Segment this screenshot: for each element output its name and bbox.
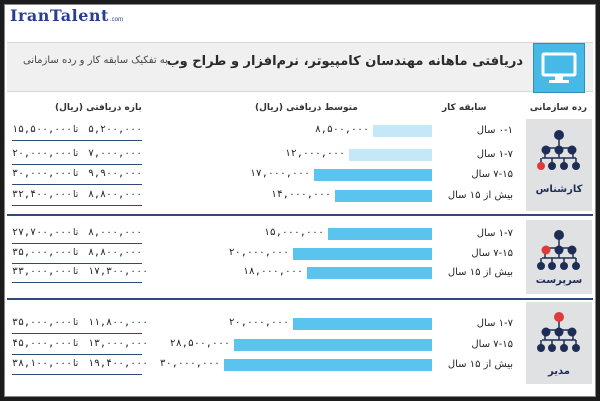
average-value-label: ۸,۵۰۰,۰۰۰ [314,124,369,135]
range-max-value: ۲۷,۷۰۰,۰۰۰ [12,227,73,238]
row-rule [12,140,142,141]
range-min-value: ۱۱,۸۰۰,۰۰۰ [88,317,149,328]
title-bar: دریافتی ماهانه مهندسان کامپیوتر، نرم‌افز… [7,42,593,93]
irantalent-logo: IranTalent .com [10,6,123,25]
org-chart-icon [537,230,580,270]
org-icon-wrap [536,128,582,178]
level-label: سرپرست [535,275,583,286]
row-rule [12,164,142,165]
org-icon-wrap [536,228,582,278]
range-min-value: ۸,۰۰۰,۰۰۰ [88,227,143,238]
experience-label: ۷-۱۵ سال [471,339,513,350]
column-header-range: بازه دریافتی (ریال) [55,103,142,113]
average-value-label: ۳۰,۰۰۰,۰۰۰ [159,358,220,369]
range-to-label: تا [73,318,79,328]
average-value-label: ۲۰,۰۰۰,۰۰۰ [228,247,289,258]
experience-label: ۰-۱ سال [476,125,513,136]
range-to-label: تا [73,169,79,179]
range-max-value: ۳۵,۰۰۰,۰۰۰ [12,247,73,258]
experience-label: ۷-۱۵ سال [471,169,513,180]
range-to-label: تا [73,248,79,258]
average-bar [314,169,432,181]
row-rule [12,374,142,375]
average-bar [335,190,432,202]
range-max-value: ۱۵,۵۰۰,۰۰۰ [12,124,73,135]
level-label: کارشناس [535,184,583,195]
range-to-label: تا [73,190,79,200]
average-value-label: ۱۸,۰۰۰,۰۰۰ [242,266,303,277]
org-icon-wrap [536,310,582,360]
average-value-label: ۱۴,۰۰۰,۰۰۰ [270,189,331,200]
range-min-value: ۱۷,۳۰۰,۰۰۰ [88,266,149,277]
range-max-value: ۳۵,۰۰۰,۰۰۰ [12,317,73,328]
range-min-value: ۸,۸۰۰,۰۰۰ [88,189,143,200]
average-value-label: ۱۷,۰۰۰,۰۰۰ [249,168,310,179]
row-rule [12,282,142,283]
org-chart-icon [537,130,580,170]
level-label: مدیر [548,366,570,377]
experience-label: بیش از ۱۵ سال [447,359,513,370]
row-rule [12,205,142,206]
logo-text: IranTalent [10,6,109,25]
average-value-label: ۱۵,۰۰۰,۰۰۰ [263,227,324,238]
experience-label: ۷-۱۵ سال [471,248,513,259]
range-min-value: ۹,۹۰۰,۰۰۰ [88,168,143,179]
experience-label: بیش از ۱۵ سال [447,190,513,201]
range-to-label: تا [73,359,79,369]
range-max-value: ۳۸,۱۰۰,۰۰۰ [12,358,73,369]
range-min-value: ۷,۰۰۰,۰۰۰ [88,148,143,159]
range-to-label: تا [73,228,79,238]
range-min-value: ۵,۲۰۰,۰۰۰ [88,124,143,135]
row-rule [12,263,142,264]
range-max-value: ۲۰,۰۰۰,۰۰۰ [12,148,73,159]
range-to-label: تا [73,339,79,349]
average-bar [234,339,432,351]
group-separator [7,298,593,300]
average-bar [349,149,432,161]
average-bar [293,318,432,330]
average-value-label: ۲۸,۵۰۰,۰۰۰ [169,338,230,349]
row-rule [12,184,142,185]
experience-label: ۱-۷ سال [476,149,513,160]
average-bar [224,359,432,371]
row-rule [12,333,142,334]
chart-subtitle: به تفکیک سابقه کار و رده سازمانی [23,55,168,66]
row-rule [12,354,142,355]
range-min-value: ۱۳,۰۰۰,۰۰۰ [88,338,149,349]
range-min-value: ۸,۸۰۰,۰۰۰ [88,247,143,258]
column-header-average: متوسط دریافتی (ریال) [255,103,358,113]
experience-label: بیش از ۱۵ سال [447,267,513,278]
range-to-label: تا [73,125,79,135]
average-bar [328,228,432,240]
range-max-value: ۳۲,۴۰۰,۰۰۰ [12,189,73,200]
average-bar [293,248,432,260]
column-header-experience: سابقه کار [442,103,487,113]
range-max-value: ۴۵,۰۰۰,۰۰۰ [12,338,73,349]
org-chart-icon [537,312,580,352]
average-value-label: ۲۰,۰۰۰,۰۰۰ [228,317,289,328]
logo-suffix: .com [109,17,123,23]
range-max-value: ۳۰,۰۰۰,۰۰۰ [12,168,73,179]
group-separator [7,214,593,216]
row-rule [12,243,142,244]
experience-label: ۱-۷ سال [476,228,513,239]
range-max-value: ۳۳,۰۰۰,۰۰۰ [12,266,73,277]
range-to-label: تا [73,149,79,159]
average-value-label: ۱۲,۰۰۰,۰۰۰ [284,148,345,159]
range-to-label: تا [73,267,79,277]
average-bar [307,267,432,279]
average-bar [373,125,432,137]
range-min-value: ۱۹,۴۰۰,۰۰۰ [88,358,149,369]
column-header-level: رده سازمانی [529,103,587,113]
experience-label: ۱-۷ سال [476,318,513,329]
computer-monitor-icon [533,43,585,93]
chart-title: دریافتی ماهانه مهندسان کامپیوتر، نرم‌افز… [166,54,523,69]
